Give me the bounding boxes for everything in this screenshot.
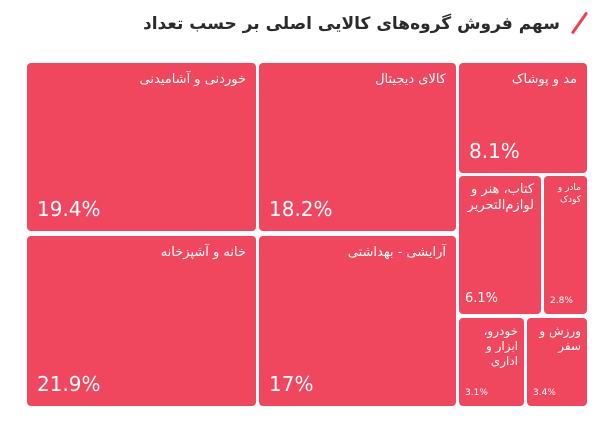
tile-label: مادر و کودک [557,183,581,205]
tile-label: مد و پوشاک [511,72,577,87]
treemap-tile[interactable]: کتاب، هنر و لوازم‌التحریر 6.1% [459,176,541,314]
tile-label: ورزش و سفر [539,324,581,353]
treemap-tile[interactable]: کالای دیجیتال 18.2% [259,63,456,231]
tile-value-label: 6.1% [465,291,499,306]
tile-label: کالای دیجیتال [375,72,446,87]
tile-value-label: 2.8% [550,296,573,306]
treemap-tile[interactable]: آرایشی - بهداشتی 17% [259,236,456,406]
tile-value-label: 19.4% [37,197,101,221]
treemap-tile[interactable]: ورزش و سفر 3.4% [527,318,587,406]
treemap-tile[interactable]: خوردنی و آشامیدنی 19.4% [27,63,256,231]
tile-label: آرایشی - بهداشتی [347,245,446,260]
treemap-tile[interactable]: مادر و کودک 2.8% [544,176,587,314]
treemap-tile[interactable]: خودرو، ابزار و اداری 3.1% [459,318,524,406]
tile-value-label: 21.9% [37,372,101,396]
tile-label: خودرو، ابزار و اداری [483,324,518,368]
tile-value-label: 8.1% [469,139,520,163]
chart-title: سهم فروش گروه‌های کالایی اصلی بر حسب تعد… [142,14,560,34]
tile-label: کتاب، هنر و لوازم‌التحریر [467,182,534,213]
treemap-tile[interactable]: مد و پوشاک 8.1% [459,63,587,173]
tile-value-label: 18.2% [269,197,333,221]
tile-value-label: 3.1% [465,388,488,398]
tile-value-label: 3.4% [533,388,556,398]
tile-label: خوردنی و آشامیدنی [139,72,246,87]
treemap-tile[interactable]: خانه و آشپزخانه 21.9% [27,236,256,406]
tile-label: خانه و آشپزخانه [160,245,246,260]
chart-header: سهم فروش گروه‌های کالایی اصلی بر حسب تعد… [0,0,600,58]
tile-value-label: 17% [269,372,314,396]
